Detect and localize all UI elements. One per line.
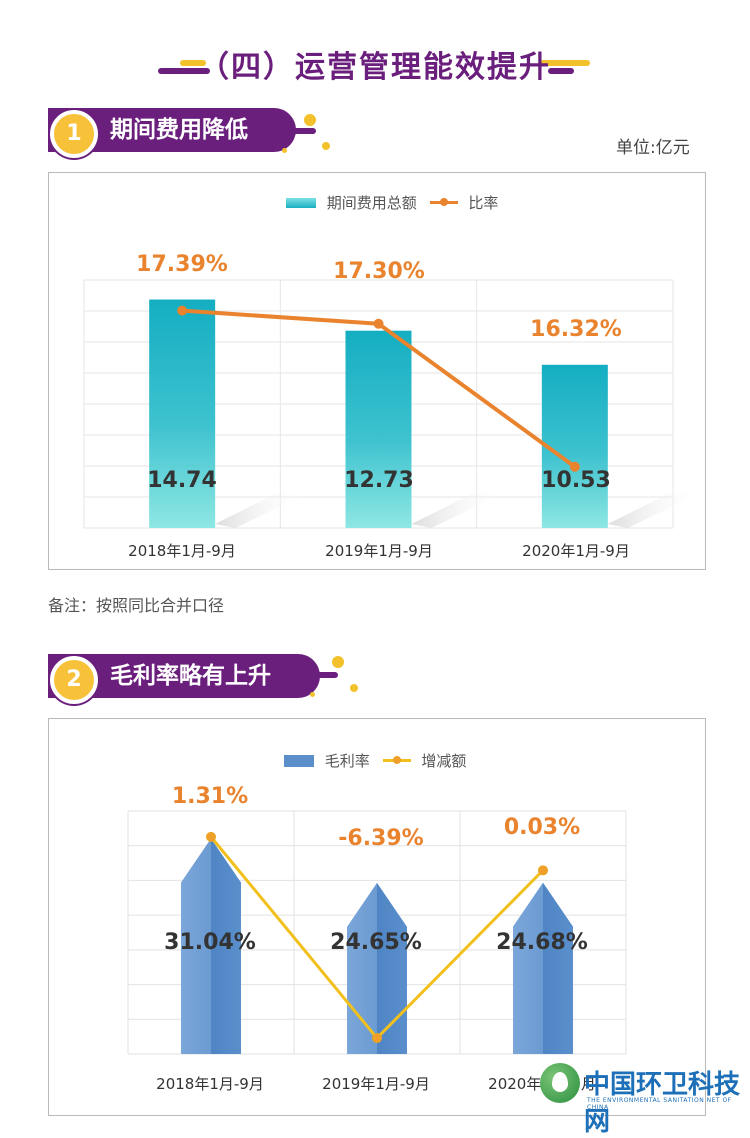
watermark-text: 中国环卫科技网 xyxy=(584,1070,741,1137)
title-deco-left-purple xyxy=(158,68,210,74)
title-deco-right-yellow xyxy=(540,60,590,66)
chart-1-bar-shadow xyxy=(411,492,507,528)
legend-label-change: 增减额 xyxy=(421,752,467,770)
title-deco-left-yellow xyxy=(180,60,206,66)
chart-2-x-tick: 2019年1月-9月 xyxy=(322,1075,430,1093)
section-2-deco-dot-tiny xyxy=(310,692,315,697)
chart-2-change-point xyxy=(538,865,548,876)
page-title: （四）运营管理能效提升 xyxy=(199,50,551,85)
chart-1-bar-shadow xyxy=(215,492,311,528)
chart-1-x-tick: 2018年1月-9月 xyxy=(128,542,236,560)
legend-swatch-bar-teal xyxy=(286,197,316,208)
chart-2-bar-value-label: 31.04% xyxy=(164,930,256,955)
section-2-number-badge: 2 xyxy=(50,656,98,704)
section-1-deco-dot-small xyxy=(322,142,330,150)
chart-2-bar-right-face xyxy=(211,838,241,1054)
chart-2-change-point xyxy=(206,831,216,842)
legend-label-expense-total: 期间费用总额 xyxy=(326,194,417,212)
chart-2-x-tick: 2018年1月-9月 xyxy=(156,1075,264,1093)
watermark-logo-drop-icon xyxy=(552,1072,568,1092)
chart-1-ratio-label: 16.32% xyxy=(530,317,622,342)
chart-1-bar-value-label: 10.53 xyxy=(541,468,611,493)
section-2-deco-dot-small xyxy=(350,684,358,692)
section-1-deco-bar xyxy=(286,128,316,134)
section-1-deco-dot-tiny xyxy=(282,148,287,153)
chart-2-change-label: -6.39% xyxy=(338,826,424,851)
title-deco-right-purple xyxy=(548,68,574,74)
chart-1-bar xyxy=(345,330,412,528)
chart-1-x-tick: 2020年1月-9月 xyxy=(522,542,630,560)
chart-1-legend: 期间费用总额 比率 xyxy=(286,192,498,213)
legend-label-gross-margin: 毛利率 xyxy=(324,752,370,770)
chart-1-bar xyxy=(541,364,608,528)
legend-swatch-line-orange xyxy=(429,198,458,206)
chart-1-ratio-label: 17.39% xyxy=(136,252,228,277)
section-2-deco-dot xyxy=(332,656,344,668)
chart-2-bar-right-face xyxy=(377,882,407,1054)
chart-2-legend: 毛利率 增减额 xyxy=(284,750,466,771)
chart-1-ratio-point xyxy=(569,461,580,472)
chart-2-bar-right-face xyxy=(543,882,573,1054)
section-1-title: 期间费用降低 xyxy=(110,117,248,143)
chart-2-bar-left-face xyxy=(513,882,543,1054)
chart-1-bar-value-label: 14.74 xyxy=(147,468,217,493)
section-2-deco-bar xyxy=(310,672,338,678)
unit-label: 单位:亿元 xyxy=(616,138,690,158)
legend-swatch-line-yellow xyxy=(382,756,411,764)
chart-2-bar-value-label: 24.65% xyxy=(330,930,422,955)
chart-1-bar-value-label: 12.73 xyxy=(344,468,414,493)
legend-label-ratio: 比率 xyxy=(468,194,499,212)
chart-1-ratio-point xyxy=(373,318,384,329)
chart-1-bar xyxy=(149,299,216,528)
chart-1-bar-shadow xyxy=(607,492,703,528)
chart-1-ratio-label: 17.30% xyxy=(333,259,425,284)
chart-2-change-label: 1.31% xyxy=(171,784,249,809)
legend-swatch-bar-blue xyxy=(284,754,314,767)
chart-2-bar-value-label: 24.68% xyxy=(496,930,588,955)
chart-2-bar-left-face xyxy=(347,882,377,1054)
chart-2-change-point xyxy=(372,1033,382,1044)
watermark-subtext: THE ENVIRONMENTAL SANITATION NET OF CHIN… xyxy=(587,1097,732,1111)
chart-1-x-tick: 2019年1月-9月 xyxy=(325,542,433,560)
note-text: 备注：按照同比合并口径 xyxy=(48,596,225,615)
chart-2-change-label: 0.03% xyxy=(503,815,581,840)
section-2-title: 毛利率略有上升 xyxy=(110,663,271,689)
chart-2-bar-left-face xyxy=(181,838,211,1054)
section-1-number-badge: 1 xyxy=(50,110,98,158)
section-1-deco-dot xyxy=(304,114,316,126)
chart-1-ratio-point xyxy=(177,305,188,316)
